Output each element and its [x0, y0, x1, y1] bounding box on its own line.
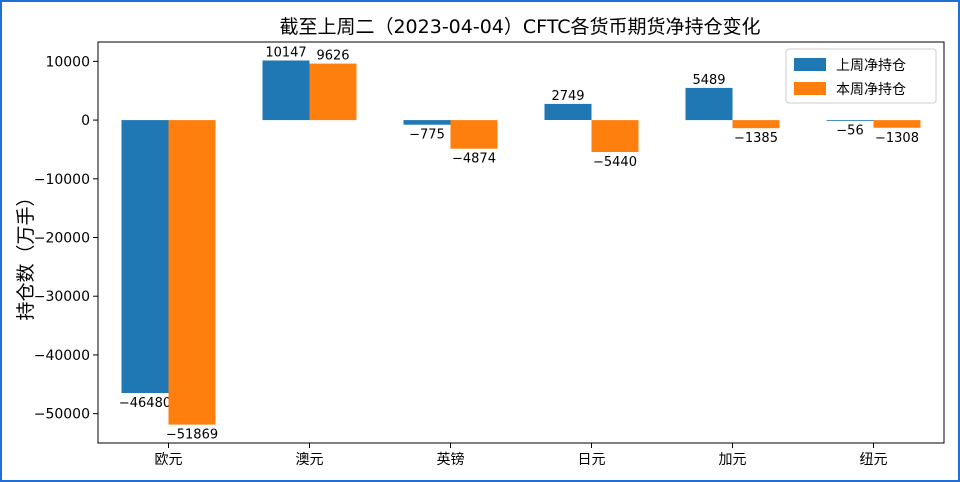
bar-日元-上周净持仓	[544, 103, 592, 120]
y-tick-label: 10000	[45, 54, 90, 70]
bar-澳元-本周净持仓	[309, 63, 357, 121]
axes-frame	[97, 41, 945, 444]
x-tick-label: 纽元	[860, 452, 888, 468]
chart-title: 截至上周二（2023-04-04）CFTC各货币期货净持仓变化	[279, 16, 760, 38]
bar-欧元-本周净持仓	[168, 120, 216, 425]
y-tick-label: −40000	[34, 348, 90, 364]
bar-英镑-上周净持仓	[403, 120, 451, 125]
data-label: −51869	[166, 428, 218, 443]
bar-英镑-本周净持仓	[450, 120, 498, 149]
data-label: 10147	[265, 46, 306, 61]
data-label: −1308	[875, 131, 919, 146]
bar-加元-本周净持仓	[732, 120, 780, 129]
data-label: 5489	[692, 73, 725, 88]
x-tick-label: 英镑	[437, 451, 465, 468]
data-label: −1385	[734, 131, 778, 146]
data-label: −4874	[452, 152, 496, 167]
legend-swatch	[794, 58, 826, 71]
x-tick-label: 日元	[578, 452, 606, 468]
bar-加元-上周净持仓	[685, 87, 733, 121]
y-tick-label: −20000	[34, 231, 90, 247]
data-label: 9626	[316, 49, 349, 64]
data-label: −56	[836, 123, 863, 138]
y-tick-label: −10000	[34, 172, 90, 188]
y-axis-label: 持仓数（万手）	[15, 187, 37, 320]
data-label: −775	[409, 128, 445, 143]
bar-纽元-上周净持仓	[826, 120, 874, 121]
legend-swatch	[794, 82, 826, 95]
bar-日元-本周净持仓	[591, 120, 639, 152]
bar-澳元-上周净持仓	[262, 60, 310, 121]
x-tick-label: 澳元	[296, 452, 324, 468]
legend-entry: 本周净持仓	[836, 82, 906, 98]
y-tick-label: −30000	[34, 289, 90, 305]
y-tick-label: 0	[81, 113, 90, 129]
data-label: 2749	[551, 89, 584, 104]
plot-area: −46480 10147 −775 2749 5489 −56 −51869 9626 −487…	[34, 41, 945, 468]
x-tick-label: 欧元	[155, 452, 183, 468]
data-label: −46480	[119, 396, 171, 411]
data-label: −5440	[593, 155, 637, 170]
x-tick-label: 加元	[719, 452, 747, 468]
y-tick-label: −50000	[34, 407, 90, 423]
legend-entry: 上周净持仓	[836, 58, 906, 74]
bar-欧元-上周净持仓	[121, 120, 169, 393]
bar-纽元-本周净持仓	[873, 120, 921, 128]
